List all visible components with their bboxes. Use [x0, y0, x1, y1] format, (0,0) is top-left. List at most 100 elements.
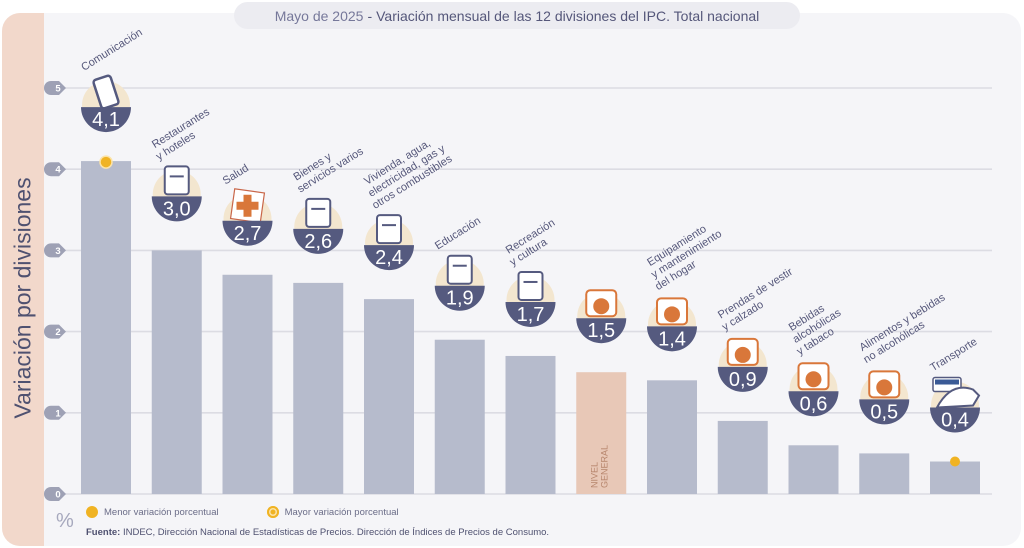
unit-label: % [56, 510, 74, 532]
cutlery-icon [163, 165, 190, 196]
phone-icon [92, 74, 120, 110]
title-date: Mayo de 2025 [274, 7, 364, 24]
value-badge [788, 391, 839, 417]
bar [81, 161, 131, 494]
y-tick-marker [44, 243, 66, 258]
y-tick-marker [44, 81, 66, 95]
beach-umbrella-icon [517, 270, 544, 301]
y-tick-label: 5 [55, 84, 61, 95]
y-tick-marker [44, 487, 66, 501]
legend-item-max: Mayor variación porcentual [266, 506, 399, 518]
y-tick-label: 3 [55, 246, 60, 257]
shopping-bag-icon [585, 289, 618, 318]
value-badge [576, 318, 627, 344]
y-tick-marker [44, 324, 66, 339]
source-prefix: Fuente: [86, 527, 121, 538]
value-label: 0,5 [870, 401, 898, 423]
bar-group: 1,9 Educación [433, 215, 485, 494]
bar [930, 461, 980, 494]
value-label: 1,7 [517, 304, 545, 326]
value-label: 1,9 [446, 288, 474, 310]
value-badge [647, 326, 697, 352]
category-label: Alimentos y bebidas [857, 291, 947, 354]
bar [717, 420, 768, 494]
y-tick-marker [44, 405, 66, 420]
source-note: Fuente: INDEC, Dirección Nacional de Est… [86, 527, 549, 538]
washing-machine-icon [656, 297, 688, 326]
legend-max-label: Mayor variación porcentual [284, 506, 399, 518]
value-label: 0,4 [941, 410, 969, 432]
value-label: 4,1 [92, 109, 120, 131]
y-tick-label: 4 [55, 165, 61, 176]
chart-title: Mayo de 2025 - Variación mensual de las … [234, 2, 800, 29]
bar [788, 445, 839, 494]
medical-cross-icon [229, 188, 266, 224]
sube-car-icon [932, 376, 981, 409]
max-marker [99, 155, 113, 169]
bar-group: NIVEL GENERAL 1,5 [576, 289, 627, 494]
y-axis-title-band: Variación por divisiones [2, 13, 44, 546]
bar [434, 339, 485, 494]
value-badge [505, 301, 556, 327]
value-badge [151, 196, 202, 222]
food-plate-icon [868, 370, 901, 399]
bar [505, 355, 556, 494]
bar-general [576, 372, 627, 494]
value-badge [222, 220, 273, 246]
y-tick-label: 1 [55, 408, 61, 419]
y-tick-label: 0 [55, 490, 60, 501]
value-badge [81, 107, 131, 133]
tshirt-shoe-icon [726, 337, 759, 366]
bar [293, 282, 344, 494]
notebook-icon [446, 254, 473, 285]
source-text: INDEC, Dirección Nacional de Estadística… [122, 527, 550, 538]
bar [859, 453, 910, 494]
category-label: Salud [221, 162, 251, 187]
value-label: 0,6 [800, 393, 828, 415]
value-label: 2,4 [375, 247, 403, 269]
comb-scissors-icon [305, 197, 332, 228]
category-label: Comunicación [79, 27, 144, 74]
value-label: 2,7 [234, 223, 262, 245]
bar-group: 0,4 Transporte [928, 336, 981, 494]
min-marker [950, 456, 960, 467]
value-label: 2,6 [304, 231, 332, 253]
bar-group: 4,1 Comunicación [79, 27, 145, 494]
wrench-bulb-icon [376, 214, 402, 245]
bar-general-label: NIVEL [589, 462, 599, 488]
value-badge [930, 407, 980, 433]
bar [364, 299, 414, 494]
bar-group: 2,7 Salud [221, 162, 273, 494]
value-badge [717, 366, 768, 392]
value-label: 3,0 [163, 198, 191, 220]
max-marker-icon [266, 506, 279, 518]
category-label: Transporte [928, 336, 979, 374]
legend-item-min: Menor variación porcentual [86, 506, 219, 518]
value-badge [293, 228, 344, 254]
bar [151, 250, 202, 494]
category-label: Educación [433, 215, 483, 252]
wine-bottle-icon [797, 362, 830, 391]
value-label: 1,5 [587, 320, 615, 342]
min-marker-icon [86, 506, 98, 518]
y-tick-marker [44, 162, 66, 177]
legend: Menor variación porcentual Mayor variaci… [86, 506, 447, 518]
bar-general-label: GENERAL [599, 445, 609, 488]
value-label: 1,4 [658, 328, 686, 350]
value-label: 0,9 [729, 369, 757, 391]
value-badge [859, 399, 910, 425]
bar [647, 380, 697, 494]
title-text: Variación mensual de las 12 divisiones d… [376, 7, 760, 24]
title-separator: - [367, 7, 373, 24]
value-badge [364, 245, 414, 271]
legend-min-label: Menor variación porcentual [104, 506, 219, 518]
y-tick-label: 2 [55, 327, 60, 338]
bar [222, 274, 273, 494]
